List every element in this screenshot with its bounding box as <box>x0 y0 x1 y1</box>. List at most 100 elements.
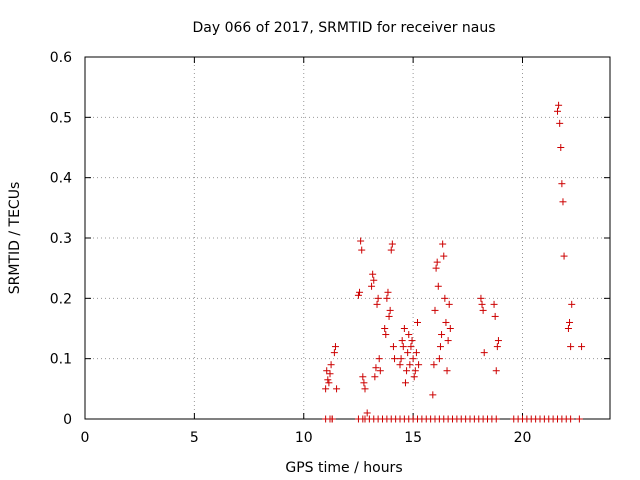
data-point <box>397 355 405 363</box>
data-point <box>328 415 336 423</box>
data-point <box>567 343 575 351</box>
chart-title: Day 066 of 2017, SRMTID for receiver nau… <box>192 20 495 36</box>
data-point <box>439 240 447 248</box>
plot-frame <box>84 56 611 420</box>
data-point <box>567 415 575 423</box>
data-point <box>399 343 407 351</box>
axis-ticks: 0 5 10 15 20 0 0.1 0.2 0.3 0.4 0.5 0.6 <box>50 50 610 446</box>
data-point <box>363 409 371 417</box>
data-point <box>333 385 341 393</box>
data-point <box>374 294 382 302</box>
data-point <box>356 288 364 296</box>
y-tick-label: 0.6 <box>50 50 72 66</box>
data-point <box>401 379 409 387</box>
data-point <box>403 367 411 375</box>
data-point <box>446 325 454 332</box>
data-point <box>406 361 414 369</box>
data-point <box>382 331 390 339</box>
y-tick-label: 0.1 <box>50 352 72 368</box>
x-axis-label: GPS time / hours <box>285 460 402 476</box>
data-point <box>354 291 362 299</box>
data-point <box>322 385 330 393</box>
data-point <box>491 312 499 320</box>
data-point <box>560 252 568 260</box>
data-point <box>359 373 367 381</box>
y-tick-label: 0.4 <box>50 171 72 187</box>
data-point <box>404 349 412 357</box>
grid-lines <box>85 57 610 419</box>
data-point <box>386 306 394 314</box>
data-point <box>440 252 448 260</box>
data-point <box>480 349 488 357</box>
data-point <box>435 355 443 363</box>
data-point <box>389 343 397 351</box>
data-point <box>431 306 439 314</box>
data-point <box>558 180 566 188</box>
data-point <box>373 300 381 308</box>
data-point <box>369 270 377 278</box>
data-point <box>398 337 406 345</box>
data-point <box>434 282 442 290</box>
data-point <box>438 331 446 339</box>
data-point <box>326 370 334 378</box>
data-point <box>443 367 451 375</box>
data-point <box>429 391 437 399</box>
data-point <box>490 300 498 308</box>
data-point <box>385 312 393 320</box>
data-point <box>383 294 391 302</box>
data-point <box>327 361 335 369</box>
data-point <box>477 294 485 302</box>
data-point <box>555 101 563 109</box>
data-point <box>396 361 404 369</box>
data-point <box>441 294 449 302</box>
data-point <box>445 300 453 308</box>
data-point <box>361 385 369 393</box>
data-point <box>412 349 420 357</box>
data-point <box>559 198 567 206</box>
data-point <box>575 415 583 423</box>
data-point <box>375 355 383 363</box>
data-point <box>407 343 415 351</box>
y-tick-label: 0 <box>63 412 72 428</box>
data-point <box>409 355 417 363</box>
data-point <box>442 318 450 326</box>
data-point <box>564 325 572 332</box>
data-point <box>432 264 440 272</box>
data-point <box>568 300 576 308</box>
data-point <box>391 355 399 363</box>
data-point <box>566 318 574 326</box>
x-tick-label: 20 <box>514 430 532 446</box>
y-tick-label: 0.2 <box>50 291 72 307</box>
data-point <box>360 379 368 387</box>
data-point <box>371 373 379 381</box>
data-point <box>478 300 486 308</box>
data-point <box>494 337 502 345</box>
data-point <box>400 325 408 332</box>
data-point <box>414 318 421 326</box>
x-tick-label: 5 <box>190 430 199 446</box>
data-point <box>492 415 500 423</box>
data-point <box>368 282 376 290</box>
data-point <box>358 246 366 254</box>
y-tick-label: 0.5 <box>50 110 72 126</box>
data-point <box>372 364 380 372</box>
data-point <box>384 288 392 296</box>
y-axis-label: SRMTID / TECUs <box>7 182 23 295</box>
data-point <box>376 367 384 375</box>
data-point <box>408 337 416 345</box>
data-point <box>578 343 586 351</box>
data-point <box>330 349 338 357</box>
data-point <box>444 337 452 345</box>
data-point <box>331 343 339 351</box>
data-point <box>324 376 332 384</box>
data-point <box>479 306 487 314</box>
data-point <box>493 343 501 351</box>
data-point <box>370 276 378 284</box>
data-point <box>492 367 500 375</box>
data-point <box>410 373 418 381</box>
x-tick-label: 15 <box>404 430 422 446</box>
data-point <box>323 367 331 375</box>
data-point <box>556 119 564 127</box>
y-tick-label: 0.3 <box>50 231 72 247</box>
